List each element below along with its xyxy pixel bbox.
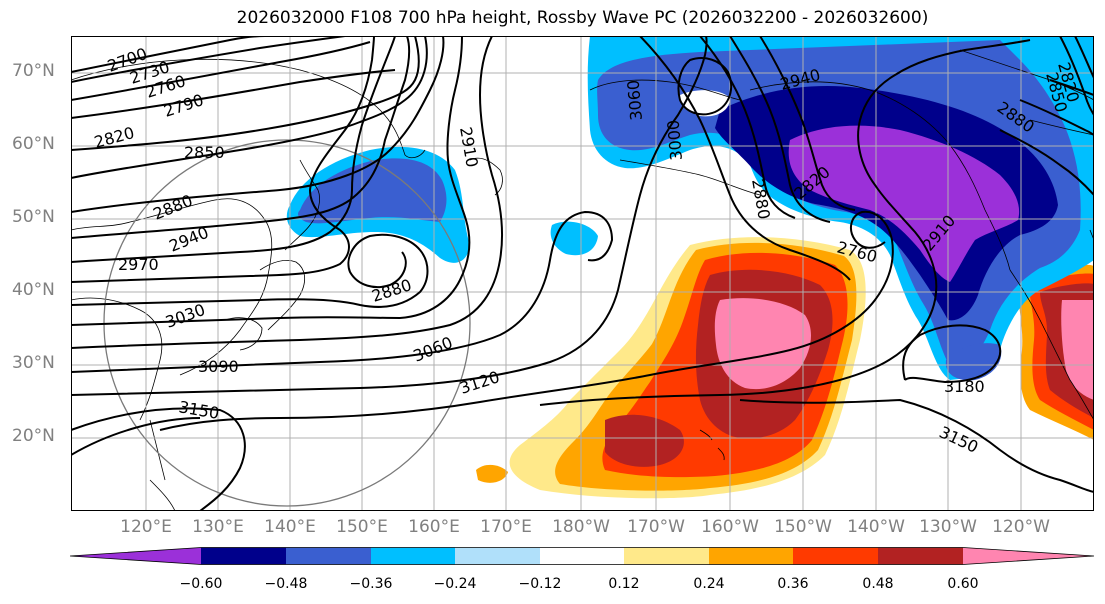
colorbar-tick-10: 0.60 <box>947 576 979 592</box>
colorbar-extension-max <box>963 547 1094 565</box>
lon-label-130w: 130°W <box>919 517 977 537</box>
negative-anomaly-fill <box>286 36 1094 381</box>
lon-label-140w: 140°W <box>847 517 905 537</box>
height-contours <box>71 36 1094 511</box>
lon-label-140e: 140°E <box>264 517 316 537</box>
colorbar <box>70 547 1095 565</box>
lon-label-180w: 180°W <box>552 517 610 537</box>
colorbar-tick-7: 0.24 <box>693 576 725 592</box>
colorbar-segment <box>878 547 963 565</box>
contour-label-3180: 3180 <box>944 377 985 396</box>
colorbar-tick-3: −0.36 <box>349 576 393 592</box>
lat-label-20n: 20°N <box>12 426 55 446</box>
contour-label-3000-v: 3000 <box>664 119 686 161</box>
lat-label-30n: 30°N <box>12 353 55 373</box>
lon-label-120w: 120°W <box>992 517 1050 537</box>
contour-label-3060-v: 3060 <box>624 79 646 121</box>
colorbar-tick-5: −0.12 <box>518 576 562 592</box>
map-panel: 2700 2730 2760 2790 2820 2850 2880 2940 … <box>71 36 1094 511</box>
lat-label-40n: 40°N <box>12 280 55 300</box>
lat-label-60n: 60°N <box>12 134 55 154</box>
lon-label-130e: 130°E <box>192 517 244 537</box>
lat-label-70n: 70°N <box>12 61 55 81</box>
lon-label-160w: 160°W <box>701 517 759 537</box>
lon-label-170w: 170°W <box>627 517 685 537</box>
colorbar-extension-min <box>70 547 201 565</box>
colorbar-tick-9: 0.48 <box>862 576 894 592</box>
colorbar-segment <box>371 547 455 565</box>
contour-label-3090: 3090 <box>198 357 239 376</box>
coastlines <box>71 49 1094 511</box>
colorbar-tick-2: −0.48 <box>264 576 308 592</box>
colorbar-segment <box>540 547 624 565</box>
colorbar-tick-6: 0.12 <box>608 576 640 592</box>
colorbar-segment <box>624 547 709 565</box>
map-title: 2026032000 F108 700 hPa height, Rossby W… <box>236 8 929 28</box>
colorbar-tick-4: −0.24 <box>433 576 477 592</box>
colorbar-segment <box>201 547 286 565</box>
colorbar-tick-8: 0.36 <box>777 576 809 592</box>
lon-label-150e: 150°E <box>336 517 388 537</box>
contour-label-2850: 2850 <box>184 143 225 162</box>
lat-label-50n: 50°N <box>12 207 55 227</box>
lon-label-160e: 160°E <box>408 517 460 537</box>
lon-label-120e: 120°E <box>120 517 172 537</box>
contour-label-2970: 2970 <box>118 255 159 274</box>
colorbar-segment <box>793 547 878 565</box>
lon-label-150w: 150°W <box>774 517 832 537</box>
lon-label-170e: 170°E <box>480 517 532 537</box>
colorbar-segment <box>709 547 793 565</box>
colorbar-segment <box>455 547 540 565</box>
colorbar-tick-1: −0.60 <box>179 576 223 592</box>
colorbar-segment <box>286 547 371 565</box>
